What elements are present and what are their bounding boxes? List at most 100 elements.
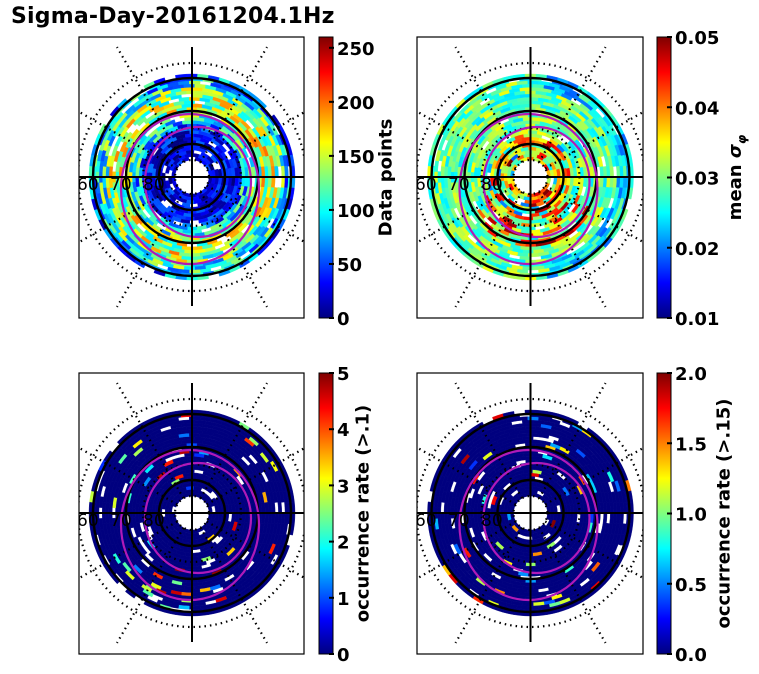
lat-label-70: 70: [448, 175, 470, 195]
heatmap-bin: [183, 602, 195, 607]
dotted-radial-line: [199, 46, 268, 163]
heatmap-bin: [184, 452, 195, 457]
colorbar-label: Data points: [376, 119, 397, 237]
colorbar-tick-label: 2.0: [675, 364, 707, 385]
oval-boundary-outer: [119, 448, 261, 602]
colorbar-tick-label: 0.02: [675, 239, 719, 260]
plot-area: 60 70 80: [77, 46, 304, 308]
dotted-radial-line: [454, 382, 523, 499]
dotted-radial-line: [417, 520, 517, 580]
oval-boundary-inner: [143, 125, 253, 239]
heatmap-bin: [602, 512, 608, 524]
dotted-radial-line: [544, 110, 643, 170]
colorbar-tick-label: 0: [337, 645, 350, 666]
oval-boundary-outer: [119, 112, 261, 266]
dotted-radial-line: [544, 520, 643, 580]
dotted-radial-line: [417, 184, 517, 244]
oval-boundary-inner: [143, 461, 253, 575]
colorbar-tick-label: 150: [337, 147, 375, 168]
colorbar: 0.0 0.5 1.0 1.5 2.0 occurrence rate (>.15): [656, 364, 735, 666]
heatmap-bin: [522, 585, 534, 590]
heatmap-bin: [189, 588, 201, 594]
colorbar-tick-label: 0.04: [675, 98, 719, 119]
lat-label-60: 60: [415, 511, 437, 531]
colorbar-label: occurrence rate (>.1): [353, 405, 374, 622]
plot-area: 60 70 80: [415, 382, 643, 644]
dotted-radial-line: [538, 46, 607, 163]
heatmap-bin: [191, 103, 203, 109]
dotted-radial-line: [454, 46, 523, 163]
lat-label-60: 60: [77, 511, 99, 531]
heatmap-bin: [530, 439, 542, 445]
heatmap-bin: [183, 83, 195, 88]
heatmap-bin: [277, 501, 282, 514]
colorbar-label: mean σφ: [725, 134, 749, 220]
heatmap-bin: [189, 96, 201, 102]
heatmap-bin: [270, 176, 276, 189]
colorbar-tick-label: 0: [337, 309, 350, 330]
colorbar: 0 50 100 150 200 250 Data points: [318, 36, 397, 330]
heatmap-bin: [527, 432, 539, 438]
colorbar-label-symbol: σ: [725, 143, 746, 158]
colorbar-label-sub: φ: [735, 134, 749, 144]
polar-grid: [79, 382, 304, 644]
colorbar-tick-label: 2: [337, 533, 350, 554]
oval-boundary-outer: [458, 112, 599, 266]
heatmap-bin: [527, 416, 539, 421]
heatmap-bin: [183, 585, 195, 590]
heatmap-bin: [522, 602, 534, 607]
panel-occurrence-rate-0.15: 60 70 80 0.0 0.5 1.0 1.5 2.0 occurrence rate (>.…: [415, 364, 735, 666]
heatmap-bin: [522, 436, 534, 441]
heatmap-bin: [522, 83, 534, 88]
heatmap-bin: [270, 501, 276, 514]
heatmap-bin: [183, 249, 195, 254]
colorbar-tick-label: 5: [337, 364, 350, 385]
dotted-radial-line: [116, 46, 185, 163]
lat-label-70: 70: [110, 175, 132, 195]
heatmap-bin: [527, 588, 539, 594]
dotted-radial-line: [206, 184, 304, 243]
oval-boundary-outer: [458, 448, 599, 602]
dotted-radial-line: [538, 382, 607, 499]
colorbar: 0.01 0.02 0.03 0.04 0.05 mean σφ: [656, 28, 749, 330]
heatmap-bin: [189, 252, 201, 258]
dotted-radial-line: [199, 527, 268, 644]
heatmap-bin: [189, 80, 201, 85]
lat-label-70: 70: [110, 511, 132, 531]
plot-area: 60 70 80: [77, 382, 304, 644]
heatmap-bin: [434, 160, 440, 172]
heatmap-bin: [183, 419, 195, 424]
dotted-radial-line: [79, 446, 178, 506]
dotted-radial-line: [206, 447, 304, 506]
colorbar-label-main: mean: [725, 158, 746, 220]
oval-boundary-inner: [482, 125, 591, 239]
colorbar-tick-label: 0.0: [675, 645, 707, 666]
heatmap-bin: [522, 116, 534, 121]
colorbar-tick-label: 1.0: [675, 505, 707, 526]
colorbar-tick-label: 100: [337, 201, 375, 222]
heatmap-bin: [284, 165, 289, 178]
plot-area: 60 70 80: [415, 46, 643, 308]
colorbar-tick-label: 3: [337, 476, 350, 497]
lat-label-80: 80: [481, 175, 503, 195]
heatmap-bin: [522, 249, 534, 254]
lat-label-60: 60: [77, 175, 99, 195]
dotted-radial-line: [206, 111, 304, 170]
heatmap-bin: [183, 266, 195, 271]
axes-frame: [416, 36, 644, 319]
lat-label-60: 60: [415, 175, 437, 195]
lat-label-80: 80: [143, 175, 165, 195]
heatmap-bin: [148, 551, 159, 562]
heatmap-bin: [527, 252, 539, 258]
heatmap-bin: [184, 116, 195, 121]
colorbar-tick-label: 0.5: [675, 575, 707, 596]
heatmap-bin: [440, 165, 445, 178]
axes-frame: [416, 372, 644, 655]
panel-mean-sigma-phi: 60 70 80 0.01 0.02 0.03 0.04 0.05 mean σφ: [415, 28, 749, 330]
dotted-radial-line: [199, 191, 268, 308]
dotted-radial-line: [79, 184, 178, 244]
polar-grid: [417, 46, 643, 308]
dotted-radial-line: [116, 382, 185, 499]
